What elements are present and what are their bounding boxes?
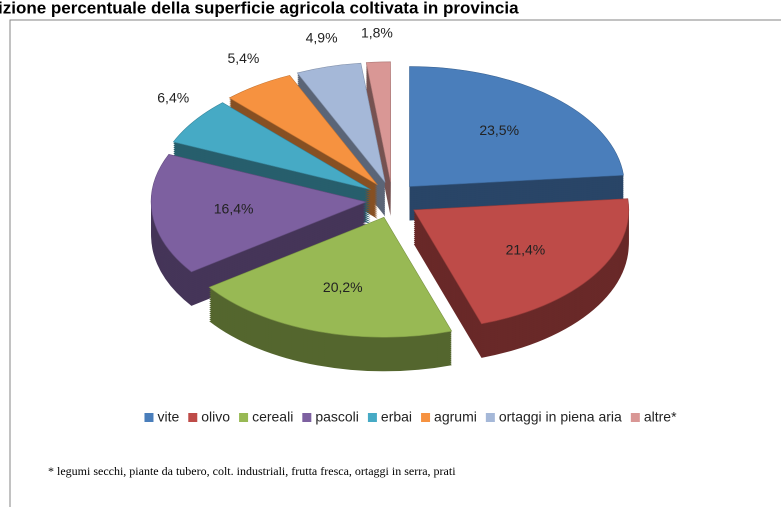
legend-label: ortaggi in piena aria — [499, 409, 622, 425]
legend-swatch — [302, 413, 312, 422]
legend-swatch — [239, 413, 249, 422]
slice — [365, 61, 391, 182]
slice — [296, 62, 386, 183]
data-label: 20,2% — [323, 279, 363, 295]
data-label: 21,4% — [506, 241, 546, 257]
slice — [172, 102, 371, 190]
legend-label: erbai — [381, 409, 412, 425]
legend-label: olivo — [201, 409, 230, 425]
data-label: 5,4% — [227, 50, 259, 66]
slice — [208, 216, 453, 338]
legend-swatch — [144, 413, 154, 422]
legend: vite olivo cereali pascoli erbai agrumi ortagg… — [144, 409, 677, 425]
chart-title: izione percentuale della superficie agri… — [0, 0, 519, 17]
legend-swatch — [421, 413, 431, 422]
legend-label: altre* — [644, 409, 677, 425]
legend-swatch — [485, 413, 495, 422]
legend-label: cereali — [252, 409, 293, 425]
legend-swatch — [630, 413, 640, 422]
data-label: 1,8% — [361, 24, 393, 40]
slice — [150, 153, 368, 273]
legend-label: pascoli — [315, 409, 359, 425]
legend-label: vite — [157, 409, 179, 425]
legend-label: agrumi — [434, 409, 477, 425]
data-label: 4,9% — [306, 30, 338, 46]
footnote: * legumi secchi, piante da tubero, colt.… — [48, 464, 456, 478]
slice — [409, 66, 624, 187]
data-label: 16,4% — [214, 201, 254, 217]
slice — [228, 75, 378, 186]
legend-swatch — [367, 413, 377, 422]
data-label: 23,5% — [479, 122, 519, 138]
legend-swatch — [188, 413, 198, 422]
data-label: 6,4% — [157, 89, 189, 105]
slice — [413, 198, 630, 325]
